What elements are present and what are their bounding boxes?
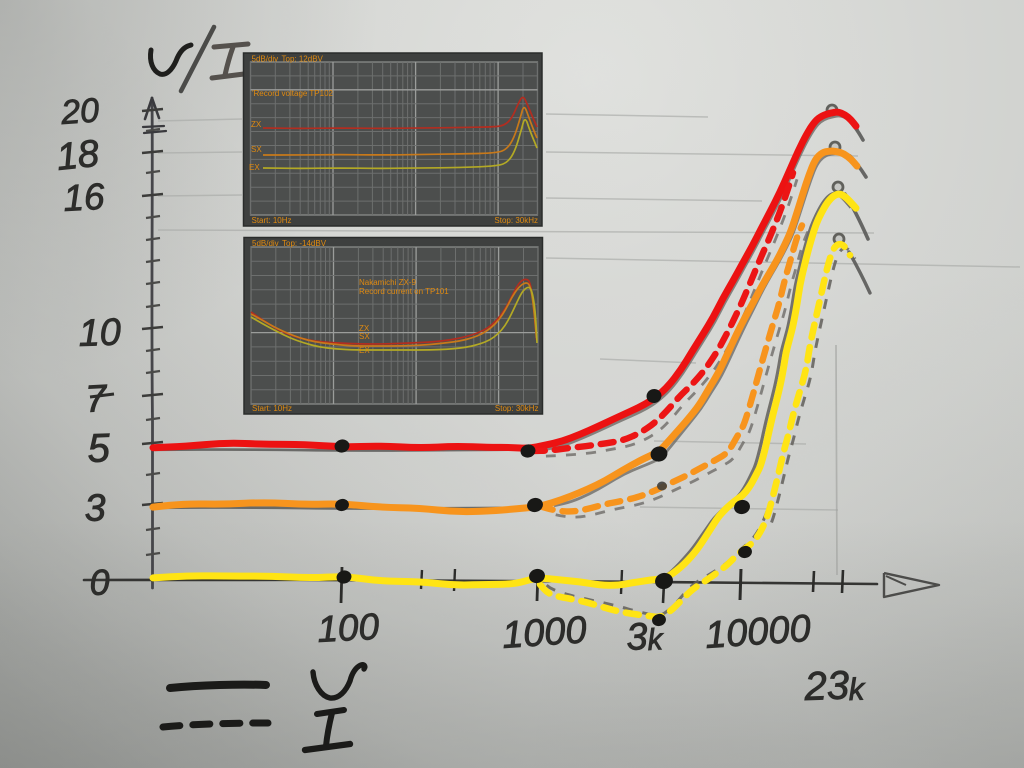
svg-text:Start: 10Hz: Start: 10Hz	[252, 216, 292, 225]
svg-text:Record current on TP101: Record current on TP101	[359, 287, 449, 296]
svg-text:10: 10	[78, 312, 122, 355]
svg-text:5dB/div: 5dB/div	[252, 55, 279, 64]
svg-text:7: 7	[84, 378, 109, 421]
svg-text:18: 18	[55, 133, 101, 179]
svg-text:EX: EX	[359, 346, 370, 355]
svg-text:Top: 12dBV: Top: 12dBV	[282, 55, 324, 64]
svg-text:k: k	[647, 623, 666, 657]
svg-text:1000: 1000	[501, 609, 588, 657]
svg-text:3: 3	[625, 616, 648, 659]
svg-text:3: 3	[84, 487, 107, 530]
svg-text:SX: SX	[251, 145, 262, 154]
svg-text:Stop: 30kHz: Stop: 30kHz	[495, 404, 539, 413]
svg-text:5: 5	[87, 426, 112, 471]
svg-text:0: 0	[89, 561, 110, 603]
svg-text:5dB/div: 5dB/div	[252, 239, 279, 248]
svg-text:Start: 10Hz: Start: 10Hz	[252, 404, 292, 413]
svg-text:16: 16	[62, 176, 106, 219]
svg-text:ZX: ZX	[359, 324, 370, 333]
svg-text:ZX: ZX	[251, 120, 262, 129]
svg-text:SX: SX	[359, 332, 370, 341]
svg-text:Nakamichi ZX-9: Nakamichi ZX-9	[359, 278, 416, 287]
svg-text:Top: -14dBV: Top: -14dBV	[282, 239, 327, 248]
svg-text:EX: EX	[249, 163, 260, 172]
svg-text:Stop: 30kHz: Stop: 30kHz	[494, 216, 538, 225]
svg-text:100: 100	[316, 606, 380, 650]
svg-text:10000: 10000	[704, 608, 812, 657]
svg-text:k: k	[848, 671, 866, 707]
svg-text:20: 20	[59, 91, 100, 132]
svg-text:23: 23	[803, 663, 850, 709]
svg-text:'Record voltage TP102: 'Record voltage TP102	[252, 89, 334, 98]
